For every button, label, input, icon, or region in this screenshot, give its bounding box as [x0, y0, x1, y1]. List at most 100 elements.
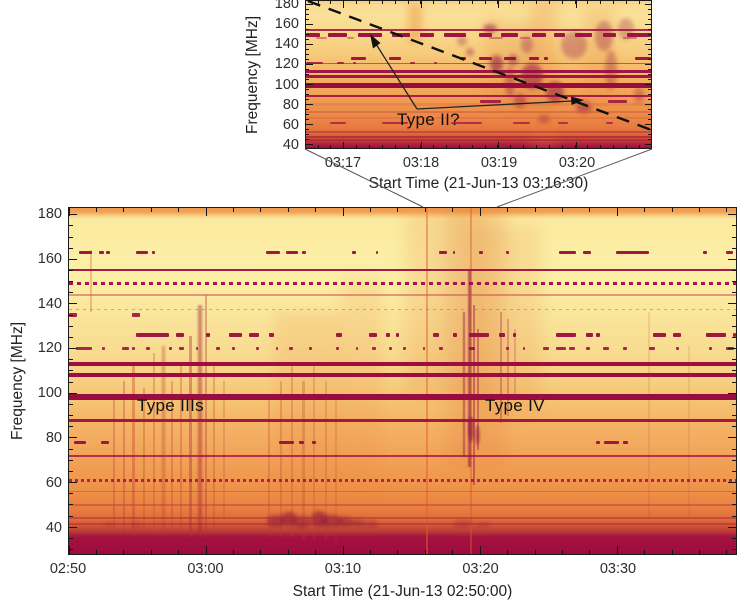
rfi-line	[306, 139, 651, 142]
x-tick	[625, 1, 627, 5]
rfi-segment	[622, 440, 628, 445]
x-tick	[479, 550, 481, 554]
rfi-segment	[522, 347, 526, 351]
rfi-segment	[402, 347, 406, 351]
y-tick	[732, 426, 736, 428]
rfi-segment	[385, 333, 390, 337]
rfi-segment	[132, 347, 136, 351]
rfi-line	[69, 490, 736, 493]
x-tick	[287, 208, 289, 212]
x-tick	[616, 550, 618, 554]
rfi-segment	[229, 333, 243, 337]
y-tick	[69, 370, 73, 372]
emission-patch	[456, 35, 467, 46]
y-tick	[647, 4, 651, 6]
rfi-segment	[672, 333, 681, 337]
x-tick	[613, 1, 615, 5]
x-tick	[356, 144, 358, 148]
y-tick	[647, 69, 651, 71]
rfi-segment	[505, 250, 509, 255]
emission-patch	[520, 37, 533, 54]
rfi-segment	[512, 333, 516, 337]
y-tick	[306, 14, 310, 16]
y-tick	[306, 83, 310, 85]
y-tick	[732, 482, 736, 484]
rfi-segment	[531, 33, 546, 37]
rfi-segment	[602, 347, 610, 351]
y-tick	[647, 39, 651, 41]
x-tick	[317, 1, 319, 5]
rfi-segment	[575, 33, 593, 37]
x-tick	[479, 208, 481, 216]
y-tick	[69, 247, 73, 249]
x-tick	[497, 144, 499, 148]
rfi-segment	[357, 33, 382, 37]
rfi-segment	[355, 347, 359, 351]
y-tick-label: 60	[45, 475, 62, 492]
x-tick-label: 03:20	[558, 155, 596, 171]
y-tick	[306, 143, 310, 145]
x-tick-label: 02:50	[49, 561, 87, 577]
y-tick	[69, 314, 73, 316]
x-tick	[638, 144, 640, 148]
x-tick	[342, 208, 344, 216]
emission-patch	[468, 416, 475, 443]
x-tick	[616, 208, 618, 212]
rfi-segment	[519, 37, 531, 39]
y-tick	[306, 39, 310, 41]
y-tick	[647, 9, 651, 11]
rfi-segment	[275, 347, 279, 351]
rfi-segment	[265, 250, 281, 255]
rfi-segment	[459, 57, 467, 61]
rfi-segment	[205, 333, 210, 337]
y-tick	[306, 59, 310, 61]
rfi-segment	[179, 347, 185, 351]
y-tick-label: 60	[282, 116, 299, 133]
y-tick	[69, 348, 73, 350]
y-tick	[69, 482, 77, 484]
rfi-line	[306, 131, 651, 134]
emission-patch	[474, 521, 491, 528]
rfi-line	[69, 294, 736, 296]
y-tick	[732, 236, 736, 238]
y-tick	[69, 482, 73, 484]
main-panel: Frequency [MHz] Start Time (21-Jun-13 02…	[9, 206, 737, 600]
x-tick	[616, 208, 618, 216]
y-tick	[69, 303, 77, 305]
y-tick	[69, 403, 73, 405]
y-tick	[732, 292, 736, 294]
y-tick	[647, 54, 651, 56]
x-tick	[575, 1, 577, 8]
y-tick	[306, 34, 310, 36]
rfi-segment	[478, 57, 493, 61]
rfi-segment	[105, 250, 110, 255]
y-tick	[69, 303, 73, 305]
x-tick	[317, 144, 319, 148]
x-tick	[178, 550, 180, 554]
y-tick	[732, 336, 736, 338]
x-tick	[452, 550, 454, 554]
burst-streak	[152, 353, 155, 534]
y-tick	[644, 143, 651, 145]
y-tick	[69, 381, 73, 383]
x-tick	[534, 550, 536, 554]
rfi-line	[69, 454, 736, 457]
emission-patch	[465, 48, 474, 57]
x-tick	[287, 550, 289, 554]
rfi-segment	[582, 250, 591, 255]
x-tick	[523, 144, 525, 148]
emission-patch	[129, 522, 142, 528]
rfi-segment	[312, 440, 317, 445]
y-tick	[69, 537, 73, 539]
rfi-segment	[330, 122, 346, 125]
x-tick	[394, 1, 396, 5]
y-tick	[69, 281, 73, 283]
rfi-segment	[347, 37, 355, 39]
rfi-segment	[488, 37, 503, 39]
rfi-segment	[79, 250, 93, 255]
x-tick	[726, 208, 728, 212]
burst-streak	[499, 311, 502, 423]
y-tick	[306, 69, 310, 71]
x-tick	[370, 208, 372, 212]
x-tick	[315, 550, 317, 554]
